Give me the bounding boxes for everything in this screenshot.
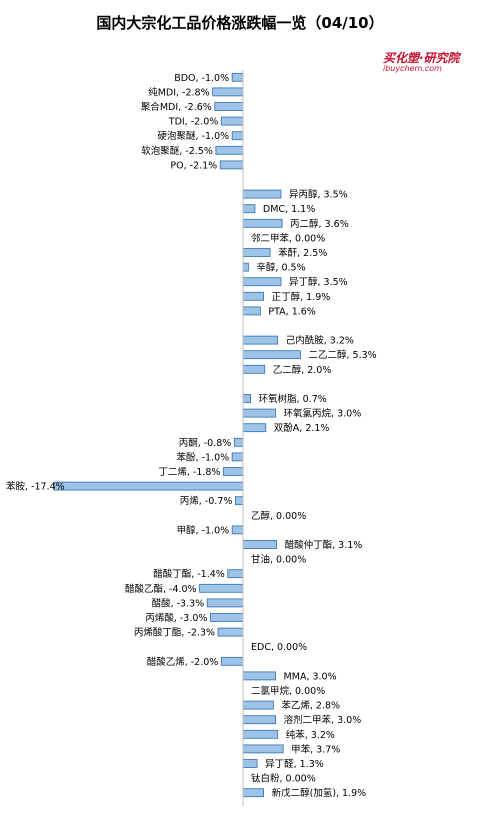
bar bbox=[242, 700, 274, 710]
bar bbox=[242, 540, 278, 549]
data-label: 二乙二醇, 5.3% bbox=[309, 349, 377, 361]
logo-text: 买化塑·研究院 bbox=[383, 51, 460, 65]
data-label: 苯酚, -1.0% bbox=[177, 451, 230, 463]
data-label: 环氧树脂, 0.7% bbox=[259, 393, 327, 405]
bar bbox=[199, 583, 244, 593]
data-label: 丙烯, -0.7% bbox=[180, 495, 233, 507]
bar bbox=[227, 569, 244, 579]
bar bbox=[220, 656, 244, 666]
bar bbox=[242, 744, 284, 754]
data-label: 醋酸丁酯, -1.4% bbox=[153, 568, 225, 580]
bar bbox=[231, 131, 244, 141]
data-label: 丁二烯, -1.8% bbox=[158, 466, 220, 478]
data-label: 丙酮, -0.8% bbox=[179, 438, 232, 449]
data-label: 丙烯酸, -3.0% bbox=[145, 612, 207, 624]
data-label: 醋酸乙酯, -4.0% bbox=[125, 583, 197, 595]
bar bbox=[210, 613, 244, 622]
bar bbox=[242, 204, 256, 214]
bar bbox=[242, 759, 258, 768]
data-label: EDC, 0.00% bbox=[251, 642, 307, 653]
bar bbox=[242, 364, 266, 374]
data-label: 甲苯, 3.7% bbox=[291, 743, 340, 755]
bar bbox=[235, 496, 244, 506]
bar bbox=[242, 189, 282, 199]
data-label: 软泡聚醚, -2.5% bbox=[141, 145, 213, 157]
x-axis: -20.0%-15.0%-10.0%-5.0%0.0%5.0%10.0%15.0… bbox=[242, 70, 244, 806]
bar bbox=[242, 248, 271, 257]
bar bbox=[242, 394, 251, 403]
data-label: 甲醇, -1.0% bbox=[177, 524, 230, 536]
data-label: 异丁醛, 1.3% bbox=[265, 758, 324, 770]
chart-title: 国内大宗化工品价格涨跌幅一览（04/10） bbox=[96, 14, 384, 32]
data-label: 己内酰胺, 3.2% bbox=[286, 335, 354, 347]
data-label: 纯MDI, -2.8% bbox=[148, 86, 209, 98]
data-label: 苯胺, -17.4% bbox=[6, 481, 65, 493]
data-label: 双酚A, 2.1% bbox=[274, 423, 330, 434]
bar bbox=[214, 102, 244, 111]
bar bbox=[212, 87, 244, 97]
data-label: 新戊二醇(加氢), 1.9% bbox=[272, 787, 367, 799]
bar bbox=[242, 423, 267, 433]
bar bbox=[231, 525, 244, 535]
data-label: 甘油, 0.00% bbox=[251, 554, 306, 566]
data-label: 醋酸乙烯, -2.0% bbox=[147, 656, 219, 668]
bar bbox=[242, 262, 249, 272]
data-label: 丙二醇, 3.6% bbox=[290, 218, 349, 230]
bar bbox=[242, 729, 279, 739]
data-label: 二氯甲烷, 0.00% bbox=[251, 685, 325, 697]
data-label: 醋酸仲丁酯, 3.1% bbox=[285, 539, 363, 551]
bar bbox=[233, 437, 244, 447]
bar bbox=[242, 218, 283, 228]
data-label: 异丁醇, 3.5% bbox=[289, 276, 348, 288]
bar bbox=[242, 788, 265, 798]
bar bbox=[242, 291, 265, 301]
bar bbox=[242, 350, 301, 360]
data-label: 邻二甲苯, 0.00% bbox=[251, 232, 325, 244]
bar bbox=[223, 467, 244, 476]
data-label: 环氧氯丙烷, 3.0% bbox=[284, 408, 362, 420]
data-label: 乙二醇, 2.0% bbox=[273, 364, 332, 376]
data-label: 纯苯, 3.2% bbox=[286, 729, 335, 741]
data-label: 聚合MDI, -2.6% bbox=[141, 101, 212, 113]
bar bbox=[206, 598, 244, 608]
bar bbox=[242, 408, 276, 418]
data-label: PO, -2.1% bbox=[170, 160, 217, 171]
bar bbox=[242, 306, 261, 316]
bar bbox=[242, 715, 276, 725]
bar bbox=[215, 145, 244, 155]
data-label: 乙醇, 0.00% bbox=[251, 510, 306, 522]
data-label: TDI, -2.0% bbox=[168, 117, 219, 128]
data-label: 钛白粉, 0.00% bbox=[251, 773, 316, 785]
logo-url: ibuychem.com bbox=[383, 64, 442, 73]
data-labels-layer: BDO, -1.0% 纯MDI, -2.8% 聚合MDI, -2.6% TDI, -2… bbox=[6, 73, 377, 799]
data-label: DMC, 1.1% bbox=[263, 204, 315, 215]
bar bbox=[219, 160, 244, 170]
data-label: BDO, -1.0% bbox=[174, 73, 229, 84]
data-label: 苯酐, 2.5% bbox=[278, 247, 327, 259]
bar bbox=[231, 452, 244, 462]
bar bbox=[220, 116, 244, 126]
bar bbox=[231, 72, 244, 82]
data-label: 异丙醇, 3.5% bbox=[289, 189, 348, 201]
data-label: 辛醇, 0.5% bbox=[256, 262, 305, 274]
data-label: MMA, 3.0% bbox=[284, 671, 337, 682]
bar bbox=[242, 335, 279, 345]
data-label: 醋酸, -3.3% bbox=[152, 597, 205, 609]
data-label: 硬泡聚醚, -1.0% bbox=[158, 130, 230, 142]
bar bbox=[242, 277, 282, 287]
bars-layer bbox=[53, 72, 301, 798]
data-label: PTA, 1.6% bbox=[268, 306, 315, 317]
data-label: 溶剂二甲苯, 3.0% bbox=[284, 714, 362, 726]
bar bbox=[242, 671, 276, 681]
data-label: 苯乙烯, 2.8% bbox=[281, 700, 340, 712]
bar bbox=[217, 627, 244, 637]
data-label: 正丁醇, 1.9% bbox=[272, 291, 331, 303]
data-label: 丙烯酸丁酯, -2.3% bbox=[134, 627, 215, 639]
bar bbox=[53, 481, 244, 491]
